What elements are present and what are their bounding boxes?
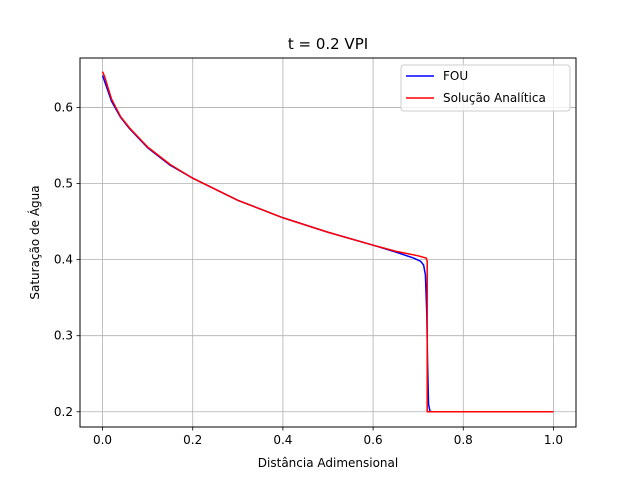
y-tick-label: 0.5 xyxy=(54,177,73,191)
x-tick-label: 0.0 xyxy=(93,433,112,447)
y-tick-label: 0.2 xyxy=(54,405,73,419)
y-tick-label: 0.3 xyxy=(54,329,73,343)
series-line-1 xyxy=(101,71,554,413)
y-axis-label: Saturação de Água xyxy=(27,185,42,299)
legend-label: Solução Analítica xyxy=(443,91,546,105)
axis-ticks: 0.0 0.2 0.4 0.6 0.8 1.0 0.2 0.3 0.4 0.5 0.6 xyxy=(54,100,563,447)
x-tick-label: 0.8 xyxy=(454,433,473,447)
plot-frame xyxy=(79,57,577,428)
x-tick-label: 0.4 xyxy=(273,433,292,447)
y-tick-label: 0.4 xyxy=(54,253,73,267)
x-tick-label: 0.6 xyxy=(364,433,383,447)
chart-title: t = 0.2 VPI xyxy=(288,35,368,53)
series-line-0 xyxy=(101,75,554,413)
grid xyxy=(80,58,576,427)
x-tick-label: 0.2 xyxy=(183,433,202,447)
x-tick-label: 1.0 xyxy=(544,433,563,447)
plot-lines xyxy=(101,71,554,413)
x-axis-label: Distância Adimensional xyxy=(258,456,398,470)
legend: FOU Solução Analítica xyxy=(400,64,571,112)
legend-box xyxy=(400,64,571,112)
legend-label: FOU xyxy=(443,69,468,83)
y-tick-label: 0.6 xyxy=(54,100,73,114)
